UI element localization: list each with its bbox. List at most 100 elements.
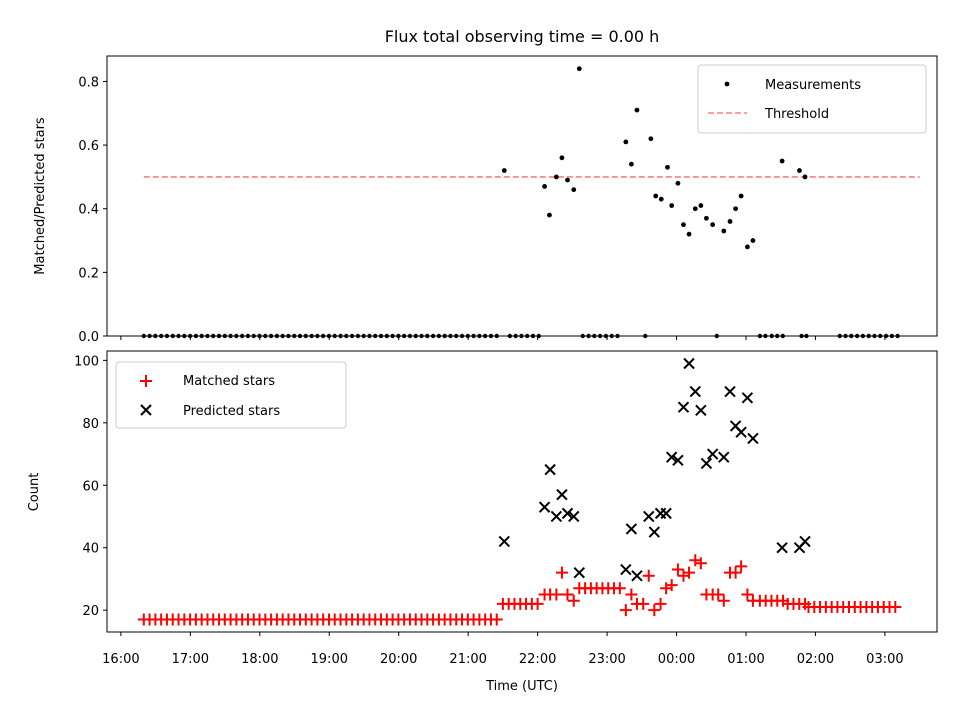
bottom-y-tick-label: 100 — [74, 354, 99, 369]
legend-matched-label: Matched stars — [183, 374, 275, 389]
x-tick-label: 01:00 — [727, 652, 764, 667]
measurements-layer — [141, 66, 900, 339]
matched-point — [671, 563, 684, 576]
measurement-point — [648, 136, 654, 142]
legend-matched-marker — [140, 375, 152, 387]
matched-point — [531, 597, 544, 610]
bottom-y-tick-label: 40 — [82, 542, 99, 557]
matched-point — [561, 588, 574, 601]
predicted-point — [700, 457, 713, 470]
measurement-point — [692, 206, 698, 212]
x-tick-label: 21:00 — [449, 652, 486, 667]
top-y-tick-label: 0.2 — [78, 266, 99, 281]
predicted-point — [665, 451, 678, 463]
top-x-tick-marks — [120, 336, 886, 340]
matched-point — [642, 569, 655, 582]
x-tick-label: 17:00 — [172, 652, 209, 667]
measurement-point — [797, 168, 802, 173]
x-axis-label: Time (UTC) — [485, 679, 558, 694]
predicted-layer — [498, 357, 811, 582]
matched-point — [741, 588, 754, 601]
measurement-point — [686, 231, 692, 237]
legend-measurements-marker — [724, 81, 730, 87]
bottom-legend-box — [115, 361, 347, 429]
measurement-point — [710, 222, 716, 228]
bottom-legend: Matched stars Predicted stars — [115, 361, 347, 429]
measurement-point — [571, 187, 577, 193]
predicted-point — [643, 510, 655, 523]
predicted-point — [573, 566, 586, 579]
measurement-point — [576, 66, 582, 72]
predicted-point — [724, 385, 736, 398]
matched-layer — [137, 554, 902, 626]
matched-point — [712, 588, 725, 601]
bottom-x-axis: 16:00 17:00 18:00 19:00 20:00 21:00 22:00 23:00… — [102, 632, 904, 667]
bottom-plot-frame — [106, 350, 938, 633]
measurement-point — [559, 155, 565, 161]
top-y-tick-label: 0.8 — [78, 75, 99, 90]
predicted-point — [568, 510, 580, 523]
predicted-point — [706, 448, 719, 460]
matched-point — [889, 601, 902, 614]
matched-point — [555, 566, 568, 579]
legend-measurements-label: Measurements — [765, 78, 861, 93]
matched-point — [683, 566, 696, 579]
measurement-point — [501, 168, 507, 173]
predicted-point — [718, 451, 730, 463]
measurement-point — [623, 139, 629, 145]
predicted-point — [672, 454, 684, 466]
measurement-point — [658, 196, 664, 202]
measurement-point — [653, 193, 659, 199]
x-tick-label: 18:00 — [241, 652, 278, 667]
bottom-y-tick-label: 60 — [82, 479, 99, 494]
measurement-point — [542, 184, 547, 189]
predicted-point — [695, 404, 707, 417]
predicted-point — [747, 432, 759, 445]
x-tick-label: 20:00 — [380, 652, 417, 667]
measurement-point — [665, 164, 670, 170]
predicted-point — [561, 507, 574, 520]
measurement-point — [733, 206, 738, 212]
bottom-y-axis-label: Count — [27, 473, 42, 512]
predicted-point — [689, 385, 702, 398]
top-legend-box — [697, 64, 927, 134]
top-y-tick-label: 0.0 — [78, 330, 99, 345]
matched-point — [619, 604, 632, 617]
matched-point — [665, 579, 678, 592]
top-plot-frame — [106, 55, 938, 337]
x-tick-label: 22:00 — [519, 652, 556, 667]
predicted-point — [538, 501, 551, 513]
measurement-point — [681, 222, 686, 228]
predicted-point — [625, 523, 638, 535]
predicted-point — [498, 535, 510, 548]
matched-point — [625, 588, 638, 601]
matched-point — [567, 594, 580, 607]
x-tick-label: 16:00 — [102, 652, 139, 667]
x-tick-label: 00:00 — [658, 652, 695, 667]
measurement-point — [547, 212, 552, 218]
bottom-panel: 20 40 60 80 100 16:00 17:00 18:00 19:00 20:00 21:… — [27, 350, 938, 694]
predicted-point — [648, 526, 661, 538]
matched-point — [490, 613, 503, 626]
top-y-axis-label: Matched/Predicted stars — [33, 117, 48, 275]
measurement-point — [727, 219, 733, 224]
measurement-point — [675, 180, 681, 186]
predicted-point — [544, 463, 556, 476]
matched-point — [694, 557, 707, 570]
x-tick-label: 02:00 — [797, 652, 834, 667]
bottom-y-tick-label: 20 — [82, 604, 99, 619]
predicted-point — [631, 570, 643, 582]
measurement-point — [669, 203, 675, 208]
matched-point — [717, 594, 730, 607]
matched-point — [729, 566, 742, 579]
x-tick-label: 03:00 — [866, 652, 903, 667]
top-panel: 0.00.20.40.60.8 Matched/Predicted stars … — [33, 55, 938, 345]
measurement-point — [779, 158, 785, 164]
top-legend: Measurements Threshold — [697, 64, 927, 134]
measurement-point — [744, 244, 750, 250]
legend-predicted-label: Predicted stars — [183, 404, 280, 419]
matched-point — [735, 560, 748, 573]
measurement-point — [704, 215, 709, 221]
matched-point — [648, 604, 661, 617]
